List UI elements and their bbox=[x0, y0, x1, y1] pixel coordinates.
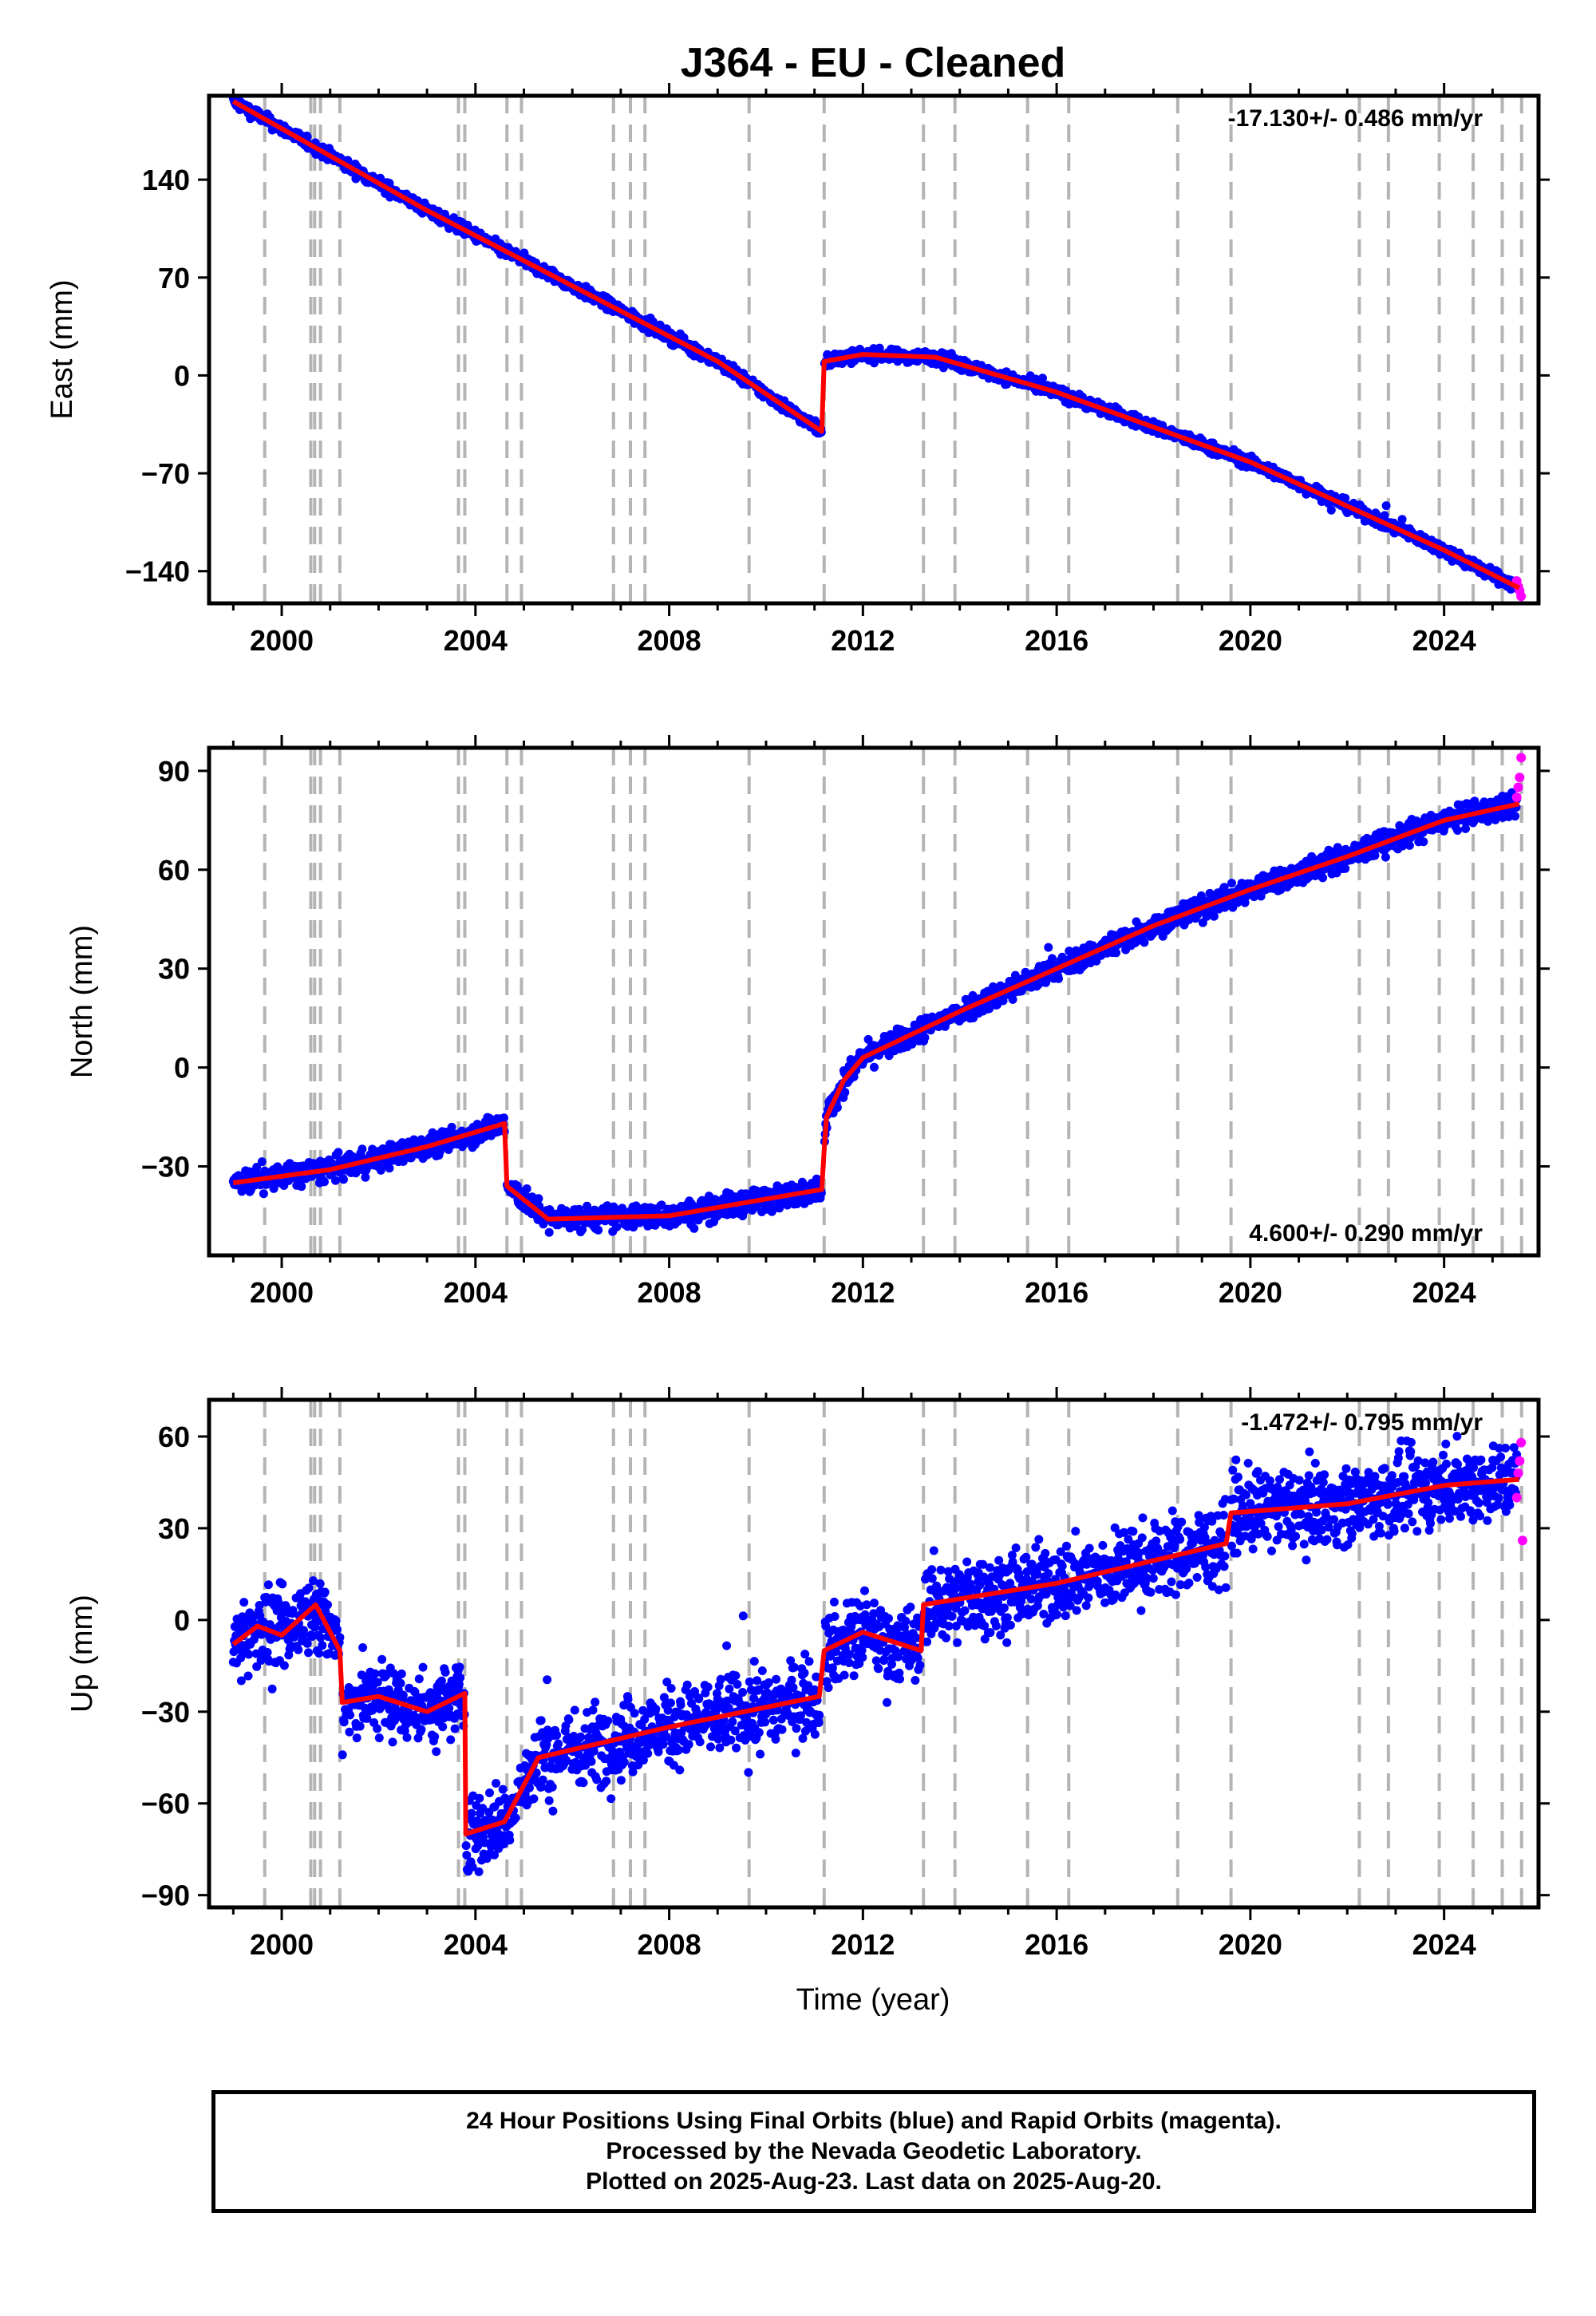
data-point bbox=[578, 1225, 587, 1235]
data-point bbox=[447, 1122, 456, 1132]
data-point bbox=[334, 1148, 343, 1157]
data-point bbox=[339, 1175, 348, 1184]
data-point bbox=[1326, 505, 1336, 515]
chart-title: J364 - EU - Cleaned bbox=[681, 40, 1066, 86]
data-point bbox=[1341, 864, 1350, 873]
y-tick-label: 70 bbox=[158, 262, 190, 294]
data-point bbox=[985, 1004, 994, 1014]
data-point bbox=[657, 1200, 666, 1210]
model-line bbox=[231, 99, 1521, 591]
data-point bbox=[1038, 373, 1047, 383]
data-point bbox=[259, 1189, 268, 1199]
data-point bbox=[522, 1184, 531, 1193]
y-tick-label: −70 bbox=[141, 457, 190, 490]
data-point bbox=[1404, 840, 1414, 850]
data-point bbox=[1008, 994, 1017, 1004]
x-tick-label: 2020 bbox=[1219, 624, 1282, 657]
data-point bbox=[1453, 826, 1462, 835]
data-point bbox=[1044, 943, 1053, 952]
data-point bbox=[907, 1039, 917, 1049]
y-tick-label: 0 bbox=[174, 1052, 190, 1085]
data-point bbox=[1209, 911, 1219, 921]
data-point bbox=[1054, 974, 1063, 983]
data-point bbox=[331, 1176, 340, 1185]
x-tick-label: 2000 bbox=[250, 624, 314, 657]
rapid-point bbox=[1513, 782, 1523, 792]
data-point bbox=[870, 1062, 879, 1072]
rapid-point bbox=[1516, 591, 1527, 602]
data-point bbox=[409, 1135, 419, 1144]
data-point bbox=[1240, 898, 1250, 907]
final-orbit-points bbox=[228, 788, 1522, 1237]
data-point bbox=[500, 1113, 508, 1123]
data-point bbox=[1380, 511, 1389, 520]
data-point bbox=[376, 1165, 385, 1175]
y-tick-label: 0 bbox=[174, 359, 190, 392]
data-point bbox=[799, 1180, 808, 1190]
rapid-point bbox=[1516, 753, 1527, 763]
data-point bbox=[612, 1222, 622, 1231]
data-point bbox=[1250, 892, 1258, 902]
data-point bbox=[544, 1227, 554, 1237]
data-point bbox=[594, 1225, 603, 1235]
data-point bbox=[361, 1172, 370, 1182]
data-point bbox=[1511, 812, 1520, 821]
data-point bbox=[297, 1182, 306, 1192]
x-tick-label: 2012 bbox=[831, 624, 895, 657]
rapid-point bbox=[1515, 773, 1525, 783]
y-tick-label: −30 bbox=[141, 1150, 190, 1183]
data-point bbox=[1034, 979, 1044, 989]
x-tick-label: 2008 bbox=[638, 624, 701, 657]
y-axis-label: East (mm) bbox=[45, 279, 79, 419]
x-tick-label: 2004 bbox=[444, 624, 508, 657]
data-point bbox=[689, 1223, 699, 1233]
data-point bbox=[1419, 837, 1428, 847]
data-point bbox=[417, 1136, 427, 1146]
data-point bbox=[1227, 879, 1236, 888]
data-point bbox=[1397, 515, 1407, 524]
data-point bbox=[320, 1177, 329, 1187]
data-point bbox=[1112, 948, 1121, 958]
data-point bbox=[840, 1088, 850, 1097]
final-orbit-points bbox=[228, 96, 1522, 594]
x-tick-label: 2024 bbox=[1412, 624, 1476, 657]
event-lines bbox=[263, 748, 1523, 1255]
data-point bbox=[1381, 501, 1391, 511]
data-point bbox=[252, 1163, 262, 1172]
data-point bbox=[1381, 852, 1390, 862]
data-point bbox=[920, 1033, 930, 1042]
data-point bbox=[534, 1194, 543, 1203]
plot-frame bbox=[207, 93, 1541, 606]
data-point bbox=[269, 1184, 279, 1193]
data-point bbox=[257, 1157, 267, 1167]
data-point bbox=[385, 1164, 394, 1173]
plot-frame bbox=[207, 745, 1541, 1258]
x-tick-label: 2016 bbox=[1025, 624, 1088, 657]
x-axis-label: Time (year) bbox=[796, 1983, 950, 2017]
data-point bbox=[435, 1147, 444, 1156]
model-line bbox=[232, 801, 1520, 1222]
rapid-point bbox=[1511, 792, 1522, 802]
y-tick-label: −140 bbox=[125, 555, 190, 588]
data-point bbox=[1318, 873, 1328, 883]
y-tick-label: 60 bbox=[158, 854, 190, 887]
y-tick-label: 90 bbox=[158, 755, 190, 788]
panels: 140 70 0 −70 −140 2000 2004 2008 2012 2016 2020 202… bbox=[45, 83, 1550, 1961]
y-tick-label: 30 bbox=[158, 953, 190, 986]
data-point bbox=[358, 1144, 367, 1154]
data-point bbox=[1048, 954, 1057, 963]
data-point bbox=[832, 1103, 842, 1113]
data-point bbox=[1140, 938, 1149, 947]
rate-label: -17.130+/- 0.486 mm/yr bbox=[1228, 105, 1483, 132]
data-point bbox=[302, 132, 312, 141]
data-point bbox=[1461, 824, 1470, 833]
y-tick-label: 140 bbox=[142, 164, 190, 196]
panel-0: 140 70 0 −70 −140 2000 2004 2008 2012 2016 2020 202… bbox=[45, 83, 1550, 657]
